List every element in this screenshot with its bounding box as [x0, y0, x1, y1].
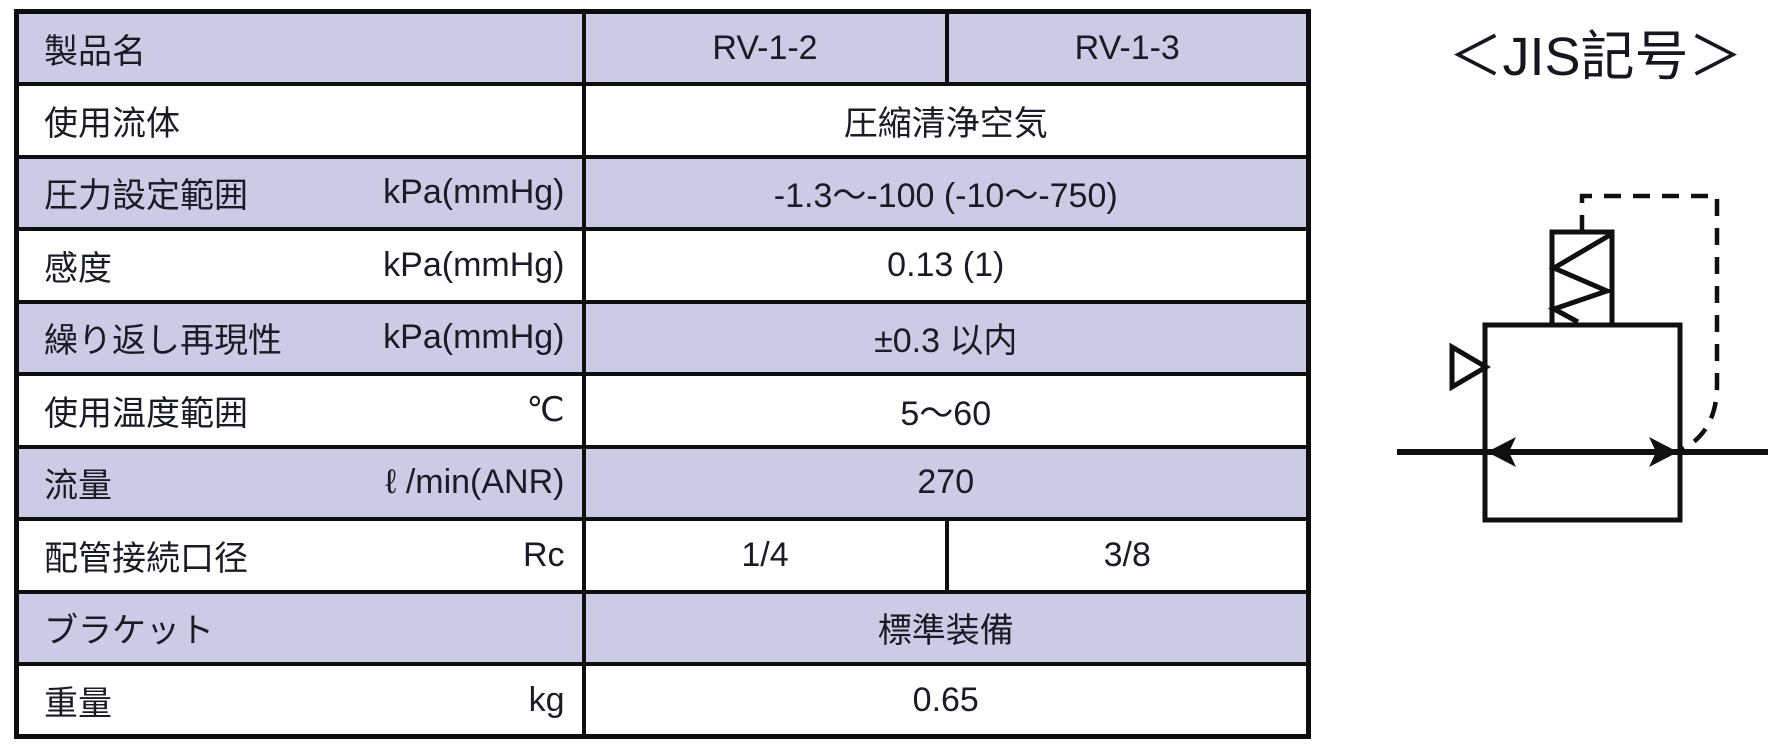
spec-value-cell: -1.3～-100 (-10～-750) [581, 154, 1311, 231]
table-row: 流量 ℓ /min(ANR) 270 [14, 444, 1311, 521]
spec-unit: kPa(mmHg) [383, 173, 565, 212]
spec-table-body: 製品名 RV-1-2 RV-1-3 使用流体 圧縮清浄空気圧力設定範囲 kPa(mmHg)… [14, 9, 1311, 739]
model-header-cell: RV-1-3 [944, 9, 1311, 86]
table-row: ブラケット 標準装備 [14, 589, 1311, 666]
spec-label: 使用流体 [44, 104, 180, 143]
spec-label-cell: 圧力設定範囲 kPa(mmHg) [14, 154, 586, 231]
model-header-cell: RV-1-2 [581, 9, 949, 86]
spec-label: 配管接続口径 [44, 539, 248, 578]
spec-label-wrap: 製品名 [21, 24, 580, 73]
spec-label-wrap: 使用温度範囲 ℃ [21, 386, 580, 435]
spec-unit: kPa(mmHg) [383, 245, 565, 284]
spec-unit: ℓ /min(ANR) [385, 463, 565, 502]
jis-heading: ＜JIS記号＞ [1448, 27, 1743, 87]
spec-value-cell: 0.65 [581, 662, 1311, 739]
spec-label: ブラケット [44, 612, 214, 651]
spec-label-wrap: ブラケット [21, 603, 580, 652]
spec-table: 製品名 RV-1-2 RV-1-3 使用流体 圧縮清浄空気圧力設定範囲 kPa(mmHg)… [14, 9, 1311, 739]
vent-triangle-icon [1449, 342, 1491, 392]
spec-unit: ℃ [526, 391, 565, 430]
spec-unit: kg [528, 680, 565, 719]
table-row: 感度 kPa(mmHg) 0.13 (1) [14, 227, 1311, 304]
spec-value-cell: 標準装備 [581, 589, 1311, 666]
spec-label: 感度 [44, 249, 112, 288]
spec-label-cell: 重量 kg [14, 662, 586, 739]
pilot-dashed-line [1579, 193, 1720, 453]
table-row: 圧力設定範囲 kPa(mmHg) -1.3～-100 (-10～-750) [14, 154, 1311, 231]
spec-label: 重量 [44, 684, 112, 723]
spec-label-cell: 流量 ℓ /min(ANR) [14, 444, 586, 521]
spec-value-cell: 270 [581, 444, 1311, 521]
spec-value-cell: 圧縮清浄空気 [581, 82, 1311, 159]
table-row: 配管接続口径 Rc 1/4 3/8 [14, 517, 1311, 594]
spec-label-wrap: 配管接続口径 Rc [21, 531, 580, 580]
spec-unit: Rc [522, 535, 565, 574]
spec-label-cell: ブラケット [14, 589, 586, 666]
valve-body-square [1482, 322, 1683, 523]
spec-unit: kPa(mmHg) [383, 318, 565, 357]
spec-label: 製品名 [44, 32, 146, 71]
arrowhead-left-icon [1487, 437, 1516, 467]
spec-label: 圧力設定範囲 [44, 177, 248, 216]
spec-value-cell: 0.13 (1) [581, 227, 1311, 304]
arrowhead-right-icon [1649, 437, 1678, 467]
table-row: 重量 kg 0.65 [14, 662, 1311, 739]
spec-label-wrap: 圧力設定範囲 kPa(mmHg) [21, 168, 580, 217]
spec-label: 使用温度範囲 [44, 394, 248, 433]
spec-label-cell: 配管接続口径 Rc [14, 517, 586, 594]
spec-label-wrap: 使用流体 [21, 96, 580, 145]
spec-value-cell: 5～60 [581, 372, 1311, 449]
spec-label: 流量 [44, 467, 112, 506]
spec-label-wrap: 流量 ℓ /min(ANR) [21, 458, 580, 507]
table-row: 繰り返し再現性 kPa(mmHg) ±0.3 以内 [14, 299, 1311, 376]
spring-zigzag-icon [1547, 232, 1614, 325]
spec-label-cell: 繰り返し再現性 kPa(mmHg) [14, 299, 586, 376]
spec-label-cell: 使用温度範囲 ℃ [14, 372, 586, 449]
spec-label-cell: 使用流体 [14, 82, 586, 159]
spec-label-cell: 感度 kPa(mmHg) [14, 227, 586, 304]
spec-label-wrap: 感度 kPa(mmHg) [21, 241, 580, 290]
spec-label: 繰り返し再現性 [44, 322, 282, 361]
spec-label-cell: 製品名 [14, 9, 586, 86]
spec-value-cell: 3/8 [944, 517, 1311, 594]
spec-label-wrap: 重量 kg [21, 676, 580, 725]
spec-label-wrap: 繰り返し再現性 kPa(mmHg) [21, 313, 580, 362]
table-row: 使用温度範囲 ℃ 5～60 [14, 372, 1311, 449]
jis-relief-valve-symbol-icon [1397, 193, 1768, 523]
spec-value-cell: 1/4 [581, 517, 949, 594]
table-row: 使用流体 圧縮清浄空気 [14, 82, 1311, 159]
spec-value-cell: ±0.3 以内 [581, 299, 1311, 376]
table-row: 製品名 RV-1-2 RV-1-3 [14, 9, 1311, 86]
